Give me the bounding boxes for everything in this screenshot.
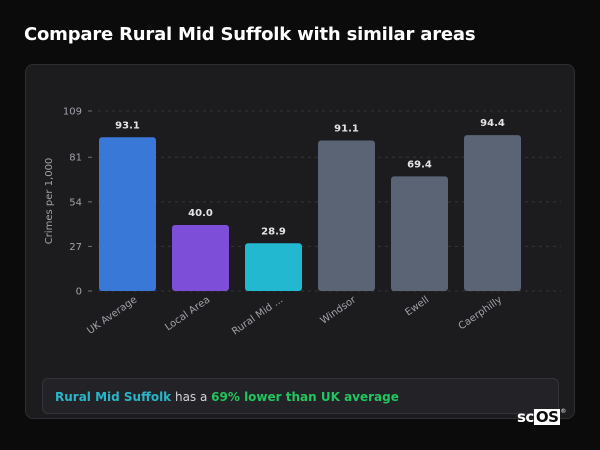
bar	[245, 243, 302, 291]
x-category-label: Caerphilly	[457, 294, 505, 332]
bar-value-label: 91.1	[334, 124, 359, 135]
y-tick-label: 109	[63, 107, 82, 118]
bar-value-label: 94.4	[480, 118, 505, 129]
chart-card: Crimes per 1,000 0 27 54 81 109 93.1 UK Average…	[25, 64, 575, 419]
bar-value-label: 40.0	[188, 208, 213, 219]
summary-box: Rural Mid Suffolk has a 69% lower than U…	[42, 378, 559, 414]
logo-boxed-text: OS	[533, 408, 561, 426]
y-axis-title: Crimes per 1,000	[44, 158, 55, 245]
x-category-label: Local Area	[163, 294, 212, 333]
bar	[172, 224, 229, 291]
bar	[464, 135, 521, 291]
summary-stat: 69% lower than UK average	[211, 390, 399, 404]
y-tick-label: 81	[69, 153, 82, 164]
bar	[318, 140, 375, 291]
summary-area-name: Rural Mid Suffolk	[55, 390, 172, 404]
bar	[391, 176, 448, 291]
scos-logo: sc OS ®	[517, 408, 566, 426]
bar-value-label: 93.1	[115, 120, 140, 131]
x-category-label: Rural Mid ...	[230, 294, 285, 337]
y-tick-label: 27	[69, 242, 82, 253]
logo-registered-mark: ®	[560, 408, 566, 415]
x-category-label: Ewell	[403, 294, 431, 318]
logo-text: sc	[517, 408, 534, 426]
y-tick-label: 0	[76, 287, 82, 298]
bar-value-label: 69.4	[407, 159, 432, 170]
x-category-label: Windsor	[319, 294, 359, 327]
page-title: Compare Rural Mid Suffolk with similar a…	[24, 24, 476, 45]
x-category-label: UK Average	[85, 294, 139, 336]
crime-comparison-chart: Crimes per 1,000 0 27 54 81 109 93.1 UK Average…	[44, 107, 561, 338]
bar-value-label: 28.9	[261, 226, 286, 237]
bar	[99, 137, 156, 291]
y-tick-label: 54	[69, 197, 82, 208]
summary-connector: has a	[171, 390, 212, 404]
